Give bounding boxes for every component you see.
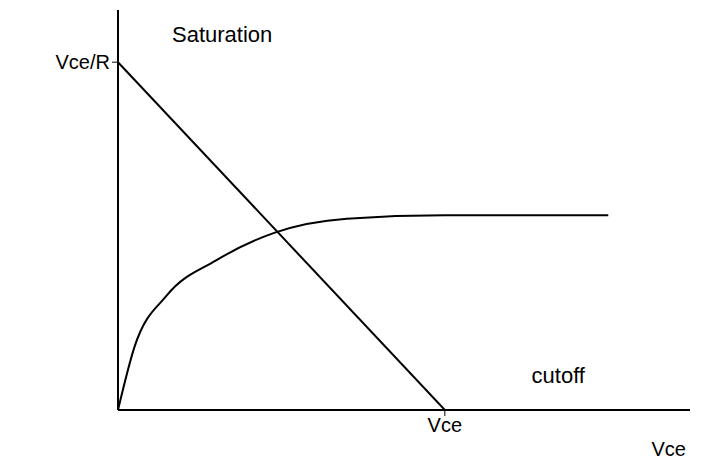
svg-text:Saturation: Saturation [172,22,272,47]
svg-text:cutoff: cutoff [532,363,586,388]
svg-text:Vce: Vce [428,414,462,436]
svg-text:Vce: Vce [652,438,686,460]
svg-text:Vce/R: Vce/R [56,51,110,73]
